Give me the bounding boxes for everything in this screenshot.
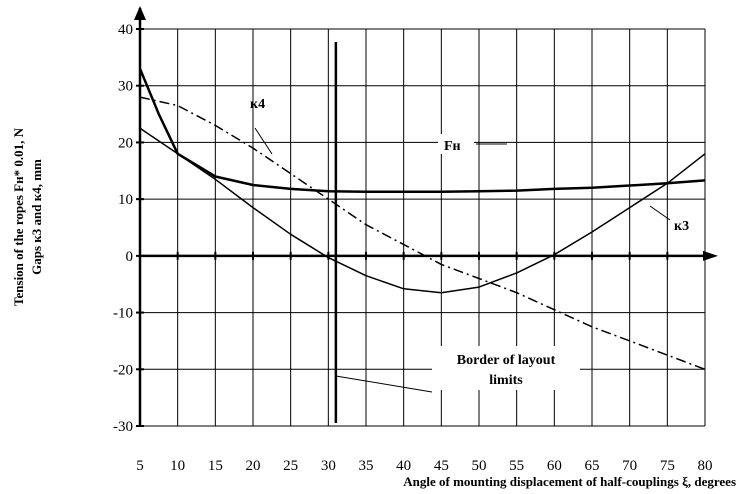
y-tick-label: 30 bbox=[118, 79, 133, 95]
series-line-к3 bbox=[139, 127, 706, 294]
x-tick-label: 65 bbox=[585, 458, 600, 474]
y-tick-label: 10 bbox=[118, 192, 133, 208]
x-tick-label: 50 bbox=[472, 458, 487, 474]
x-tick-label: 15 bbox=[208, 458, 223, 474]
x-tick-label: 60 bbox=[547, 458, 562, 474]
y-axis-label-line2: Gaps к3 and к4, mm bbox=[29, 159, 44, 275]
label-fh: Fн bbox=[444, 139, 461, 154]
x-tick-label: 55 bbox=[509, 458, 524, 474]
y-tick-label: -20 bbox=[113, 362, 133, 378]
label-border-line1: Border of layout bbox=[457, 353, 556, 368]
x-tick-label: 25 bbox=[283, 458, 298, 474]
x-tick-label: 10 bbox=[170, 458, 185, 474]
label-bg-k3 bbox=[670, 214, 700, 234]
series-line-к4 bbox=[139, 96, 706, 371]
x-tick-label: 45 bbox=[434, 458, 449, 474]
x-tick-label: 30 bbox=[321, 458, 336, 474]
x-tick-label: 70 bbox=[622, 458, 637, 474]
label-bg-fh bbox=[438, 134, 474, 154]
series-line-Fн bbox=[138, 68, 706, 194]
tick-labels: 5 10 15 20 25 30 35 40 45 50 55 60 65 70 75 80 -30 -20 -10… bbox=[113, 22, 713, 474]
label-k3: к3 bbox=[674, 219, 689, 234]
y-tick-label: 40 bbox=[118, 22, 133, 38]
label-bg-border bbox=[432, 346, 580, 390]
leader-k4 bbox=[254, 127, 273, 155]
y-tick-label: -10 bbox=[113, 306, 133, 322]
annotations: к4 Fн к3 Border of layout limits bbox=[250, 97, 700, 393]
x-tick-label: 35 bbox=[359, 458, 374, 474]
x-axis-arrow bbox=[703, 250, 718, 261]
x-tick-label: 20 bbox=[246, 458, 261, 474]
y-axis-label-line1: Tension of the ropes Fн* 0.01, N bbox=[11, 127, 26, 306]
label-border-line2: limits bbox=[489, 373, 523, 388]
series-layer bbox=[138, 68, 706, 371]
x-tick-label: 40 bbox=[396, 458, 411, 474]
y-tick-label: 0 bbox=[126, 249, 134, 265]
label-k4: к4 bbox=[250, 97, 265, 112]
grid bbox=[140, 28, 706, 427]
y-axis-arrow bbox=[134, 6, 146, 20]
leader-k3 bbox=[649, 205, 671, 221]
y-tick-label: -30 bbox=[113, 419, 133, 435]
leader-border bbox=[335, 375, 433, 393]
x-tick-label: 75 bbox=[660, 458, 675, 474]
x-tick-label: 80 bbox=[698, 458, 713, 474]
y-tick-label: 20 bbox=[118, 135, 133, 151]
x-axis-label: Angle of mounting displacement of half-c… bbox=[403, 474, 736, 489]
x-tick-label: 5 bbox=[136, 458, 144, 474]
axes bbox=[134, 6, 718, 427]
